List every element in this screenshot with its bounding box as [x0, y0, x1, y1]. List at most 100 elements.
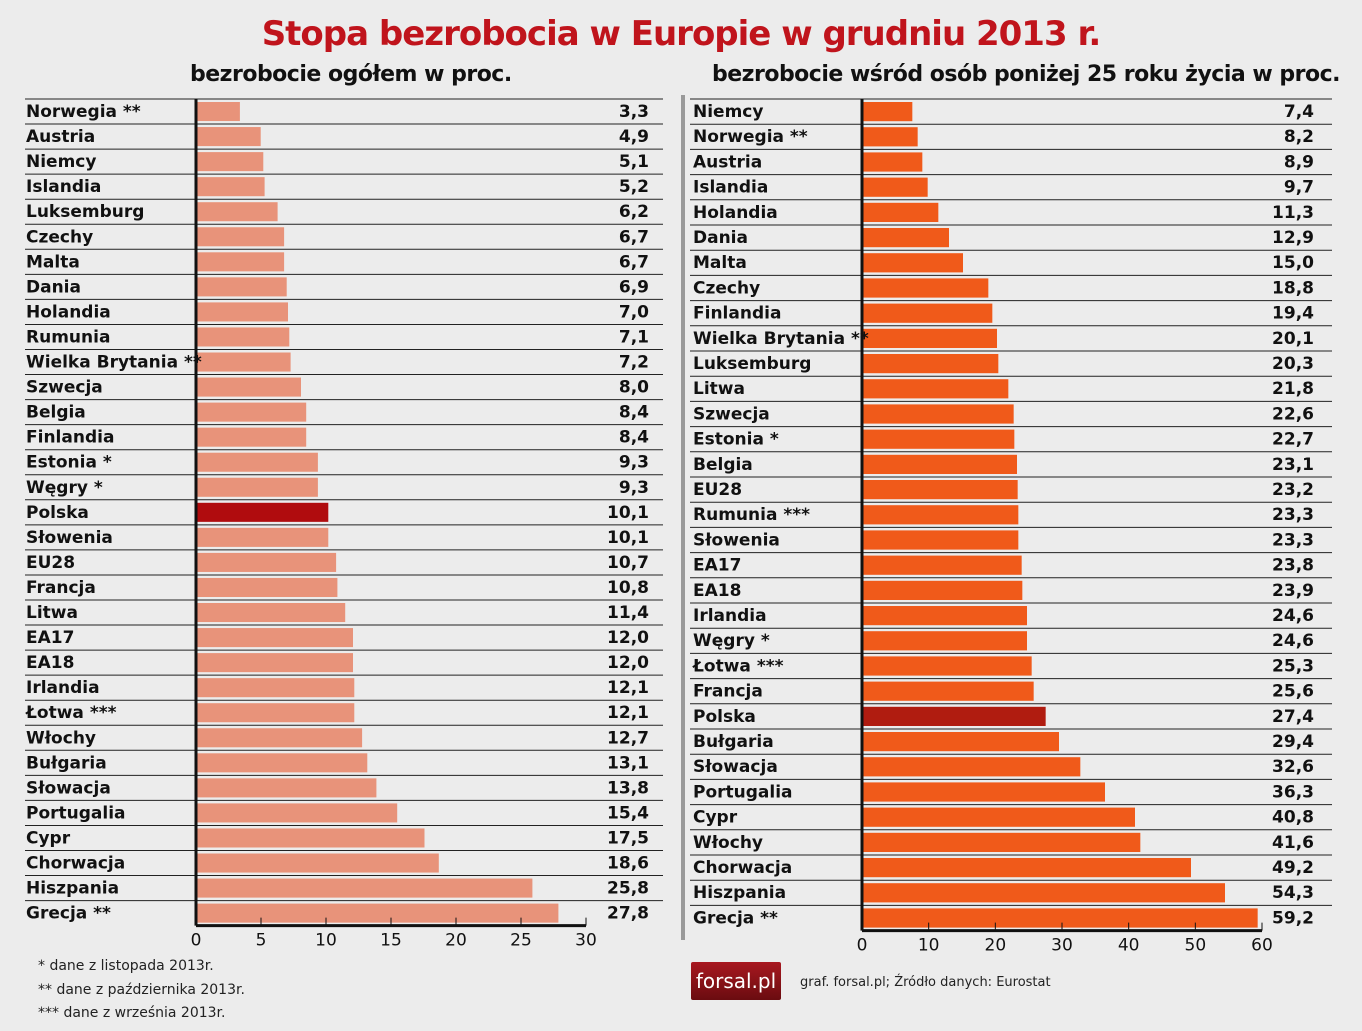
value-label: 18,8	[1272, 278, 1314, 298]
bar	[863, 555, 1022, 575]
bar	[863, 127, 918, 147]
category-label: Czechy	[26, 227, 93, 247]
value-label: 32,6	[1272, 757, 1314, 777]
value-label: 22,6	[1272, 404, 1314, 424]
value-label: 12,9	[1272, 228, 1314, 248]
value-label: 12,0	[607, 628, 649, 648]
category-label: Islandia	[693, 178, 768, 198]
value-label: 8,9	[1284, 152, 1314, 172]
bar	[197, 853, 439, 873]
category-label: Norwegia **	[693, 127, 808, 147]
bar	[197, 102, 240, 122]
value-label: 41,6	[1272, 833, 1314, 853]
bar	[863, 807, 1135, 827]
bar	[197, 803, 398, 823]
value-label: 12,0	[607, 653, 649, 673]
value-label: 23,2	[1272, 480, 1314, 500]
bar	[197, 252, 285, 272]
category-label: Estonia *	[26, 453, 112, 473]
value-label: 8,4	[619, 403, 649, 423]
bar	[863, 177, 928, 197]
value-label: 9,3	[619, 478, 649, 498]
category-label: EU28	[26, 553, 75, 573]
value-label: 27,4	[1272, 707, 1314, 727]
bar	[863, 480, 1018, 500]
forsal-logo[interactable]: forsal.pl	[691, 962, 781, 1000]
bar	[863, 404, 1014, 424]
category-label: Łotwa ***	[692, 656, 784, 676]
value-label: 4,9	[619, 127, 649, 147]
note-3: *** dane z września 2013r.	[38, 1005, 226, 1021]
category-label: Słowacja	[26, 778, 111, 798]
value-label: 10,8	[607, 578, 649, 598]
value-label: 5,1	[619, 152, 649, 172]
category-label: EA18	[693, 581, 741, 601]
category-label: Grecja **	[693, 908, 778, 928]
category-label: Polska	[26, 503, 89, 523]
value-label: 12,7	[607, 728, 649, 748]
category-label: Chorwacja	[26, 854, 125, 874]
bar	[863, 883, 1225, 903]
tick-label: 25	[510, 931, 532, 951]
tick-label: 10	[315, 931, 337, 951]
bar	[197, 577, 338, 597]
tick-label: 40	[1118, 936, 1140, 956]
category-label: Węgry *	[693, 631, 770, 651]
category-label: Finlandia	[26, 428, 114, 448]
value-label: 15,4	[607, 803, 649, 823]
value-label: 18,6	[607, 854, 649, 874]
bar	[863, 328, 997, 348]
bar	[197, 828, 425, 848]
category-label: Hiszpania	[693, 883, 786, 903]
bar	[197, 753, 368, 773]
value-label: 49,2	[1272, 858, 1314, 878]
value-label: 36,3	[1272, 782, 1314, 802]
category-label: Belgia	[693, 455, 753, 475]
value-label: 5,2	[619, 177, 649, 197]
bar	[197, 502, 329, 522]
bar	[863, 303, 993, 323]
category-label: Holandia	[26, 302, 111, 322]
bar	[197, 628, 353, 648]
bar	[197, 552, 337, 572]
value-label: 6,7	[619, 227, 649, 247]
category-label: Polska	[693, 707, 756, 727]
chart-title: Stopa bezrobocia w Europie w grudniu 201…	[261, 14, 1102, 54]
category-label: Niemcy	[26, 152, 96, 172]
tick-label: 50	[1185, 936, 1207, 956]
value-label: 19,4	[1272, 304, 1314, 324]
bar	[863, 454, 1017, 474]
note-2: ** dane z października 2013r.	[38, 982, 245, 998]
bar	[197, 302, 288, 322]
value-label: 9,7	[1284, 178, 1314, 198]
bar	[197, 778, 377, 798]
category-label: Rumunia	[26, 327, 110, 347]
category-label: Portugalia	[26, 803, 126, 823]
category-label: Portugalia	[693, 782, 793, 802]
category-label: Austria	[26, 127, 95, 147]
category-label: Włochy	[693, 833, 763, 853]
category-label: Szwecja	[26, 378, 103, 398]
category-label: Cypr	[26, 828, 71, 848]
value-label: 24,6	[1272, 631, 1314, 651]
bar	[197, 227, 285, 247]
value-label: 13,1	[607, 753, 649, 773]
bar	[863, 832, 1141, 852]
value-label: 7,1	[619, 327, 649, 347]
value-label: 27,8	[607, 904, 649, 924]
category-label: Słowenia	[693, 530, 780, 550]
bar	[863, 152, 923, 172]
category-label: Holandia	[693, 203, 778, 223]
bar	[197, 653, 353, 673]
category-label: EU28	[693, 480, 742, 500]
bar	[197, 327, 290, 347]
category-label: Słowacja	[693, 757, 778, 777]
bar	[197, 127, 261, 147]
category-label: Belgia	[26, 403, 86, 423]
value-label: 15,0	[1272, 253, 1314, 273]
category-label: Norwegia **	[26, 102, 141, 122]
bar	[197, 452, 318, 472]
category-label: Dania	[693, 228, 748, 248]
tick-label: 60	[1251, 936, 1273, 956]
